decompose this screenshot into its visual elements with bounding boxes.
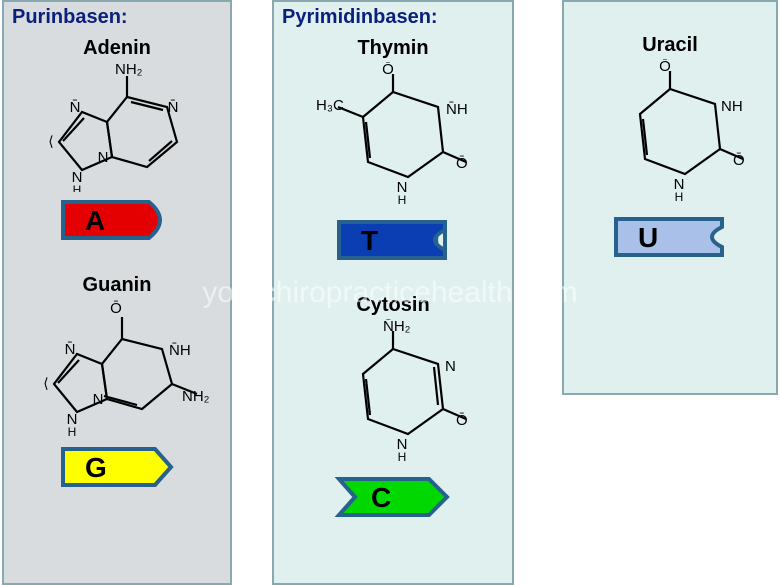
svg-text:NH₂: NH₂ <box>182 388 210 405</box>
guanin-letter: G <box>85 452 107 483</box>
adenin-name: Adenin <box>4 37 230 60</box>
svg-text:H: H <box>398 450 407 464</box>
uracil-block: Uracil Ō NH Ō N H U <box>564 30 776 269</box>
svg-text:H: H <box>73 183 82 192</box>
svg-text:N̄H₂: N̄H₂ <box>383 319 411 335</box>
svg-text:NH: NH <box>721 98 743 115</box>
cytosin-structure: N̄H₂ N Ō N H <box>303 319 483 469</box>
svg-text:N̄H: N̄H <box>169 342 191 359</box>
uracil-name: Uracil <box>564 34 776 57</box>
guanin-block: Guanin Ō N̄H NH₂ N N̄ N H ⟨ <box>4 270 230 499</box>
svg-text:N̄: N̄ <box>65 341 76 358</box>
svg-text:N: N <box>445 358 456 375</box>
svg-text:Ō: Ō <box>659 59 671 75</box>
svg-text:H: H <box>68 425 77 439</box>
svg-text:Ō: Ō <box>110 300 122 317</box>
svg-text:N: N <box>93 391 104 408</box>
svg-text:H₃C: H₃C <box>316 97 344 114</box>
uracil-panel: Uracil Ō NH Ō N H U <box>562 0 778 395</box>
nh2-label: NH₂ <box>115 62 143 78</box>
svg-text:N̄: N̄ <box>168 99 179 116</box>
cytosin-block: Cytosin N̄H₂ N Ō N H C <box>274 290 512 529</box>
thymin-badge: T <box>333 218 453 262</box>
guanin-name: Guanin <box>4 274 230 297</box>
thymin-block: Thymin Ō N̄H Ō N H H₃C T <box>274 33 512 272</box>
uracil-letter: U <box>638 222 658 253</box>
cytosin-name: Cytosin <box>274 294 512 317</box>
svg-text:Ō: Ō <box>733 152 745 169</box>
svg-text:Ō: Ō <box>456 155 468 172</box>
pyrimidine-title: Pyrimidinbasen: <box>274 2 512 33</box>
thymin-name: Thymin <box>274 37 512 60</box>
svg-text:Ō: Ō <box>456 412 468 429</box>
uracil-badge: U <box>610 215 730 259</box>
svg-text:⟨: ⟨ <box>43 375 48 391</box>
purine-title: Purinbasen: <box>4 2 230 33</box>
adenin-badge: A <box>57 198 177 242</box>
uracil-structure: Ō NH Ō N H <box>585 59 755 209</box>
svg-text:H: H <box>675 190 684 204</box>
adenin-block: Adenin NH₂ N̄ N N̄ N H ⟨ <box>4 33 230 252</box>
cytosin-letter: C <box>371 482 391 513</box>
adenin-structure: NH₂ N̄ N N̄ N H ⟨ <box>27 62 207 192</box>
thymin-letter: T <box>361 225 378 256</box>
adenin-letter: A <box>85 205 105 236</box>
svg-text:N̄: N̄ <box>70 99 81 116</box>
pyrimidine-panel: Pyrimidinbasen: Thymin Ō N̄H Ō N H H₃C <box>272 0 514 585</box>
svg-text:N̄H: N̄H <box>446 101 468 118</box>
thymin-structure: Ō N̄H Ō N H H₃C <box>298 62 488 212</box>
guanin-badge: G <box>57 445 177 489</box>
svg-text:H: H <box>398 193 407 207</box>
svg-text:⟨: ⟨ <box>48 133 53 149</box>
guanin-structure: Ō N̄H NH₂ N N̄ N H ⟨ <box>22 299 212 439</box>
svg-text:Ō: Ō <box>382 62 394 78</box>
purine-panel: Purinbasen: Adenin NH₂ N̄ N N̄ N <box>2 0 232 585</box>
cytosin-badge: C <box>333 475 453 519</box>
svg-text:N: N <box>98 149 109 166</box>
